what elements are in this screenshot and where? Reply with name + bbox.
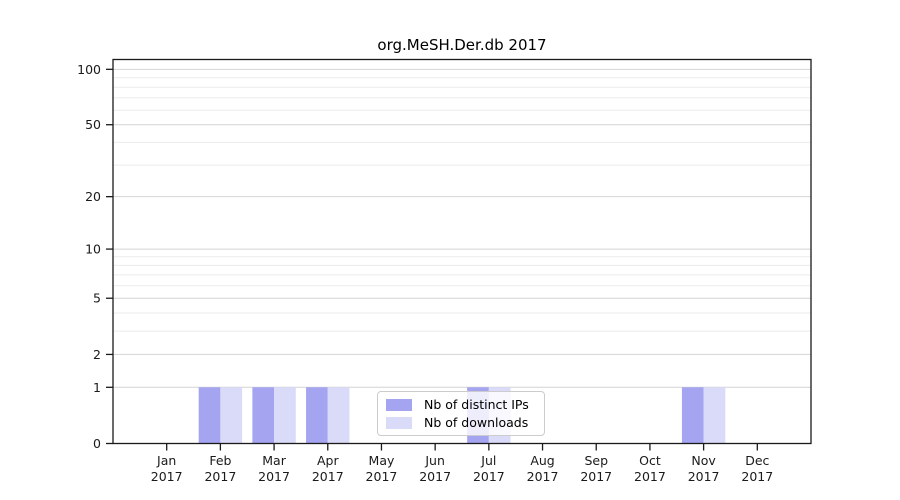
x-tick-label-month-jun: Jun (424, 453, 445, 468)
legend-entry-downloads: Nb of downloads (386, 415, 544, 430)
downloads-swatch-icon (386, 416, 412, 429)
x-tick-label-year-jan: 2017 (151, 469, 183, 484)
x-tick-label-month-apr: Apr (317, 453, 339, 468)
x-tick-label-month-dec: Dec (745, 453, 769, 468)
x-tick-label-year-may: 2017 (366, 469, 398, 484)
x-tick-label-year-oct: 2017 (634, 469, 666, 484)
legend: Nb of distinct IPs Nb of downloads (377, 391, 545, 436)
x-tick-label-year-sep: 2017 (580, 469, 612, 484)
x-tick-label-month-jan: Jan (156, 453, 176, 468)
x-tick-label-month-may: May (369, 453, 395, 468)
legend-entry-distinct-ips: Nb of distinct IPs (386, 397, 544, 412)
bar-feb-nb-of-downloads (220, 387, 243, 444)
x-tick-label-month-sep: Sep (584, 453, 608, 468)
x-tick-label-month-oct: Oct (639, 453, 661, 468)
x-tick-label-year-aug: 2017 (527, 469, 559, 484)
x-tick-label-year-jun: 2017 (419, 469, 451, 484)
x-tick-label-month-nov: Nov (691, 453, 716, 468)
y-tick-label-100: 100 (77, 62, 101, 77)
x-tick-label-month-aug: Aug (530, 453, 554, 468)
bar-nov-nb-of-distinct-ips (681, 387, 704, 444)
distinct-ips-swatch-icon (386, 398, 412, 411)
legend-label-distinct-ips: Nb of distinct IPs (424, 397, 529, 412)
bar-apr-nb-of-downloads (327, 387, 350, 444)
x-tick-label-month-jul: Jul (480, 453, 496, 468)
x-tick-label-year-apr: 2017 (312, 469, 344, 484)
y-tick-label-0: 0 (93, 436, 101, 451)
bar-feb-nb-of-distinct-ips (198, 387, 221, 444)
x-tick-label-month-mar: Mar (262, 453, 286, 468)
y-tick-label-5: 5 (93, 291, 101, 306)
x-tick-label-month-feb: Feb (209, 453, 231, 468)
plot-border (112, 58, 812, 445)
y-tick-label-2: 2 (93, 347, 101, 362)
x-tick-label-year-feb: 2017 (204, 469, 236, 484)
x-tick-label-year-dec: 2017 (741, 469, 773, 484)
legend-label-downloads: Nb of downloads (424, 415, 529, 430)
x-tick-label-year-nov: 2017 (688, 469, 720, 484)
bar-mar-nb-of-distinct-ips (252, 387, 275, 444)
bar-nov-nb-of-downloads (703, 387, 726, 444)
y-tick-label-50: 50 (85, 117, 101, 132)
x-tick-label-year-mar: 2017 (258, 469, 290, 484)
y-tick-label-20: 20 (85, 189, 101, 204)
x-tick-label-year-jul: 2017 (473, 469, 505, 484)
bar-mar-nb-of-downloads (274, 387, 296, 444)
y-tick-label-1: 1 (93, 380, 101, 395)
bar-apr-nb-of-distinct-ips (306, 387, 328, 444)
chart-title: org.MeSH.Der.db 2017 (377, 36, 547, 54)
y-tick-label-10: 10 (85, 242, 101, 257)
